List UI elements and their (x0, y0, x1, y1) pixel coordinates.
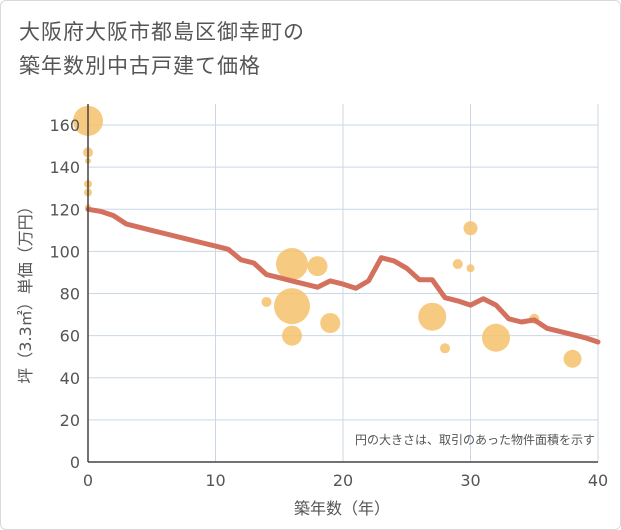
bubble-7 (307, 256, 328, 277)
trend-series (85, 206, 601, 345)
tick-labels: 0 20 40 60 80 100 120 140 160 0 10 20 30 40 (49, 116, 608, 490)
bubble-11 (282, 325, 302, 346)
bubble-12 (418, 302, 447, 331)
x-tick-label-30: 30 (460, 471, 480, 490)
y-tick-label-40: 40 (60, 369, 80, 388)
y-tick-label-20: 20 (60, 411, 80, 430)
y-axis-label: 坪（3.3㎡）単価（万円） (16, 198, 35, 383)
trend-line (85, 206, 601, 345)
bubble-9 (274, 288, 310, 325)
size-annotation: 円の大きさは、取引のあった物件面積を示す (355, 432, 595, 447)
y-tick-label-80: 80 (60, 285, 80, 304)
bubble-13 (440, 343, 450, 354)
bubble-15 (466, 264, 475, 273)
bubble-8 (261, 296, 272, 307)
chart-title: 大阪府大阪市都島区御幸町の 築年数別中古戸建て価格 (19, 15, 579, 83)
bubble-17 (482, 323, 510, 352)
bubble-14 (452, 259, 463, 270)
axes (87, 104, 598, 463)
x-axis-label: 築年数（年） (294, 499, 390, 518)
y-tick-label-120: 120 (49, 200, 80, 219)
bubble-6 (276, 248, 308, 281)
y-tick-label-0: 0 (70, 453, 80, 472)
chart-title-line1: 大阪府大阪市都島区御幸町の (19, 20, 305, 44)
y-tick-label-140: 140 (49, 158, 80, 177)
bubble-19 (563, 349, 582, 368)
x-tick-label-40: 40 (588, 471, 608, 490)
x-tick-label-20: 20 (333, 471, 353, 490)
x-tick-label-0: 0 (83, 471, 93, 490)
bubble-16 (463, 221, 478, 236)
x-tick-label-10: 10 (205, 471, 225, 490)
y-tick-label-100: 100 (49, 242, 80, 261)
bubble-series (73, 105, 582, 368)
chart-title-line2: 築年数別中古戸建て価格 (19, 54, 261, 78)
y-tick-label-160: 160 (49, 116, 80, 135)
y-tick-label-60: 60 (60, 327, 80, 346)
bubble-10 (320, 313, 341, 334)
